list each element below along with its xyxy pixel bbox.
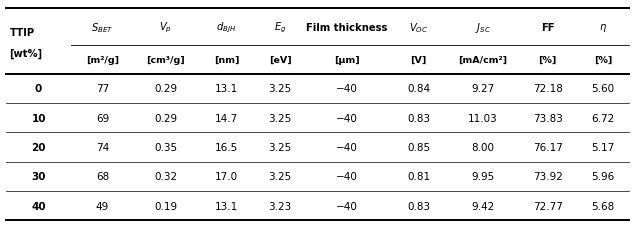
Text: −40: −40 [336, 142, 358, 152]
Text: [nm]: [nm] [214, 56, 239, 65]
Text: 0.84: 0.84 [407, 84, 430, 94]
Text: 69: 69 [96, 113, 109, 123]
Text: [mA/cm²]: [mA/cm²] [458, 56, 507, 65]
Text: 40: 40 [31, 201, 46, 211]
Text: TTIP: TTIP [10, 28, 35, 38]
Text: 9.27: 9.27 [471, 84, 495, 94]
Text: [cm³/g]: [cm³/g] [146, 56, 185, 65]
Text: [wt%]: [wt%] [10, 48, 43, 58]
Text: 13.1: 13.1 [215, 201, 238, 211]
Text: [eV]: [eV] [269, 56, 291, 65]
Text: 5.96: 5.96 [591, 172, 615, 181]
Text: −40: −40 [336, 84, 358, 94]
Text: $J_{SC}$: $J_{SC}$ [475, 21, 491, 35]
Text: −40: −40 [336, 113, 358, 123]
Text: 0: 0 [35, 84, 43, 94]
Text: 72.77: 72.77 [533, 201, 563, 211]
Text: 6.72: 6.72 [591, 113, 615, 123]
Text: 17.0: 17.0 [215, 172, 238, 181]
Text: 16.5: 16.5 [215, 142, 238, 152]
Text: 73.92: 73.92 [533, 172, 563, 181]
Text: 0.29: 0.29 [154, 84, 177, 94]
Text: [m²/g]: [m²/g] [86, 56, 119, 65]
Text: 30: 30 [31, 172, 46, 181]
Text: 0.85: 0.85 [407, 142, 430, 152]
Text: $S_{BET}$: $S_{BET}$ [91, 21, 114, 35]
Text: 10: 10 [31, 113, 46, 123]
Text: 20: 20 [31, 142, 46, 152]
Text: [μm]: [μm] [334, 56, 360, 65]
Text: 0.19: 0.19 [154, 201, 177, 211]
Text: 5.17: 5.17 [591, 142, 615, 152]
Text: [%]: [%] [538, 56, 557, 65]
Text: $\eta$: $\eta$ [599, 22, 607, 34]
Text: 0.35: 0.35 [154, 142, 177, 152]
Text: 3.23: 3.23 [269, 201, 292, 211]
Text: 77: 77 [96, 84, 109, 94]
Text: 72.18: 72.18 [533, 84, 563, 94]
Text: 8.00: 8.00 [472, 142, 495, 152]
Text: $V_p$: $V_p$ [159, 20, 172, 35]
Text: 13.1: 13.1 [215, 84, 238, 94]
Text: 76.17: 76.17 [533, 142, 563, 152]
Text: [V]: [V] [410, 56, 427, 65]
Text: 3.25: 3.25 [269, 142, 292, 152]
Text: $V_{OC}$: $V_{OC}$ [409, 21, 428, 35]
Text: $E_g$: $E_g$ [274, 20, 286, 35]
Text: FF: FF [541, 22, 554, 32]
Text: −40: −40 [336, 172, 358, 181]
Text: 14.7: 14.7 [215, 113, 238, 123]
Text: 0.29: 0.29 [154, 113, 177, 123]
Text: 11.03: 11.03 [468, 113, 498, 123]
Text: 3.25: 3.25 [269, 172, 292, 181]
Text: 68: 68 [96, 172, 109, 181]
Text: 0.83: 0.83 [407, 113, 430, 123]
Text: 3.25: 3.25 [269, 84, 292, 94]
Text: Film thickness: Film thickness [306, 22, 387, 32]
Text: 0.81: 0.81 [407, 172, 430, 181]
Text: −40: −40 [336, 201, 358, 211]
Text: [%]: [%] [594, 56, 612, 65]
Text: 0.83: 0.83 [407, 201, 430, 211]
Text: 49: 49 [96, 201, 109, 211]
Text: 9.95: 9.95 [471, 172, 495, 181]
Text: 5.60: 5.60 [591, 84, 615, 94]
Text: $d_{BJH}$: $d_{BJH}$ [217, 20, 237, 35]
Text: 73.83: 73.83 [533, 113, 563, 123]
Text: 0.32: 0.32 [154, 172, 177, 181]
Text: 74: 74 [96, 142, 109, 152]
Text: 5.68: 5.68 [591, 201, 615, 211]
Text: 9.42: 9.42 [471, 201, 495, 211]
Text: 3.25: 3.25 [269, 113, 292, 123]
